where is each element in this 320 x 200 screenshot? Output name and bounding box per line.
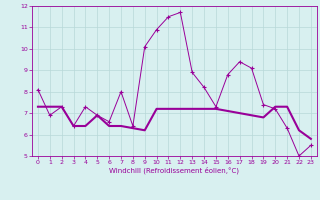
X-axis label: Windchill (Refroidissement éolien,°C): Windchill (Refroidissement éolien,°C)	[109, 167, 239, 174]
